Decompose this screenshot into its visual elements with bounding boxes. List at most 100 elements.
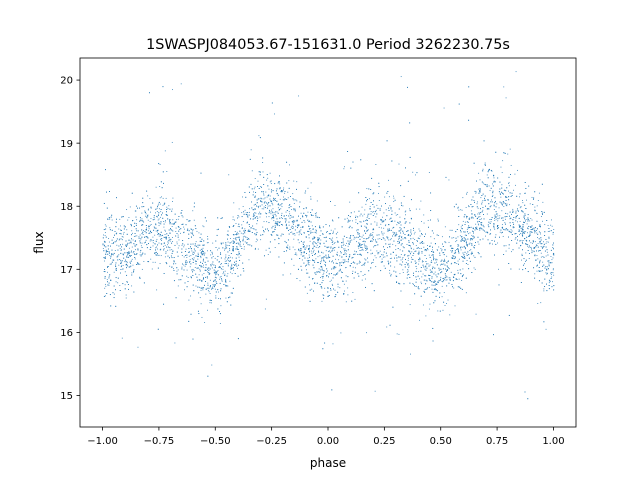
data-point	[192, 210, 194, 212]
data-point	[105, 228, 107, 230]
data-point	[433, 289, 435, 290]
data-point	[172, 89, 173, 91]
data-point	[503, 86, 505, 88]
data-point	[131, 274, 133, 276]
data-point	[278, 203, 279, 205]
data-point	[512, 210, 514, 212]
data-point	[271, 102, 273, 104]
data-point	[361, 248, 363, 250]
data-point	[505, 204, 507, 206]
data-point	[131, 230, 133, 232]
data-point	[546, 220, 548, 221]
data-point	[458, 258, 460, 260]
data-point	[417, 287, 419, 289]
data-point	[503, 202, 505, 203]
data-point	[323, 272, 325, 274]
data-point	[229, 296, 231, 298]
data-point	[156, 248, 158, 250]
data-point	[498, 268, 499, 270]
data-point	[504, 218, 506, 220]
data-point	[207, 271, 208, 273]
data-point	[530, 231, 532, 232]
data-point	[116, 240, 117, 242]
data-point	[327, 287, 329, 289]
data-point	[367, 229, 369, 231]
data-point	[352, 292, 354, 293]
data-point	[226, 244, 228, 246]
data-point	[463, 216, 465, 218]
data-point	[464, 256, 465, 258]
data-point	[226, 301, 228, 303]
data-point	[383, 238, 385, 240]
data-point	[150, 246, 152, 248]
data-point	[468, 218, 470, 220]
data-point	[347, 294, 349, 296]
data-point	[551, 262, 553, 264]
data-point	[209, 286, 211, 288]
data-point	[443, 277, 445, 279]
data-point	[287, 191, 289, 193]
data-point	[431, 230, 433, 232]
data-point	[171, 141, 173, 143]
data-point	[288, 211, 290, 213]
data-point	[505, 245, 507, 247]
data-point	[524, 238, 526, 240]
data-point	[408, 241, 410, 243]
data-point	[408, 267, 410, 268]
data-point	[424, 249, 426, 251]
data-point	[390, 238, 392, 240]
data-point	[355, 267, 356, 269]
data-point	[547, 224, 549, 226]
data-point	[103, 244, 105, 246]
data-point	[360, 254, 362, 256]
data-point	[135, 253, 137, 255]
data-point	[329, 251, 331, 253]
data-point	[254, 196, 256, 198]
data-point	[388, 179, 389, 181]
data-point	[105, 225, 107, 227]
data-point	[152, 239, 154, 241]
data-point	[202, 262, 203, 264]
data-point	[537, 233, 539, 235]
data-point	[141, 242, 143, 244]
data-point	[413, 275, 414, 276]
data-point	[118, 264, 120, 266]
data-point	[287, 197, 289, 199]
data-point	[273, 220, 275, 222]
data-point	[347, 276, 349, 278]
data-point	[308, 237, 310, 239]
data-point	[163, 226, 165, 228]
data-point	[130, 223, 132, 225]
data-point	[494, 219, 496, 221]
data-point	[284, 192, 286, 194]
data-point	[445, 279, 447, 281]
data-point	[497, 215, 499, 217]
data-point	[160, 181, 162, 183]
data-point	[240, 246, 242, 247]
data-point	[220, 268, 222, 270]
data-point	[528, 185, 530, 187]
data-point	[453, 287, 455, 289]
data-point	[357, 216, 359, 218]
data-point	[446, 285, 448, 287]
data-point	[530, 229, 532, 231]
data-point	[386, 236, 388, 238]
data-point	[390, 265, 392, 267]
data-point	[524, 231, 525, 233]
data-point	[515, 212, 517, 214]
data-point	[276, 223, 278, 225]
data-point	[172, 241, 174, 242]
data-point	[280, 224, 282, 225]
data-point	[263, 206, 265, 208]
data-point	[551, 272, 553, 274]
data-point	[296, 278, 298, 279]
data-point	[545, 272, 547, 274]
data-point	[455, 203, 457, 205]
data-point	[235, 248, 237, 250]
data-point	[119, 233, 121, 234]
data-point	[167, 242, 169, 244]
data-point	[230, 256, 232, 258]
data-point	[174, 223, 175, 225]
data-point	[552, 244, 554, 246]
data-point	[190, 255, 192, 257]
